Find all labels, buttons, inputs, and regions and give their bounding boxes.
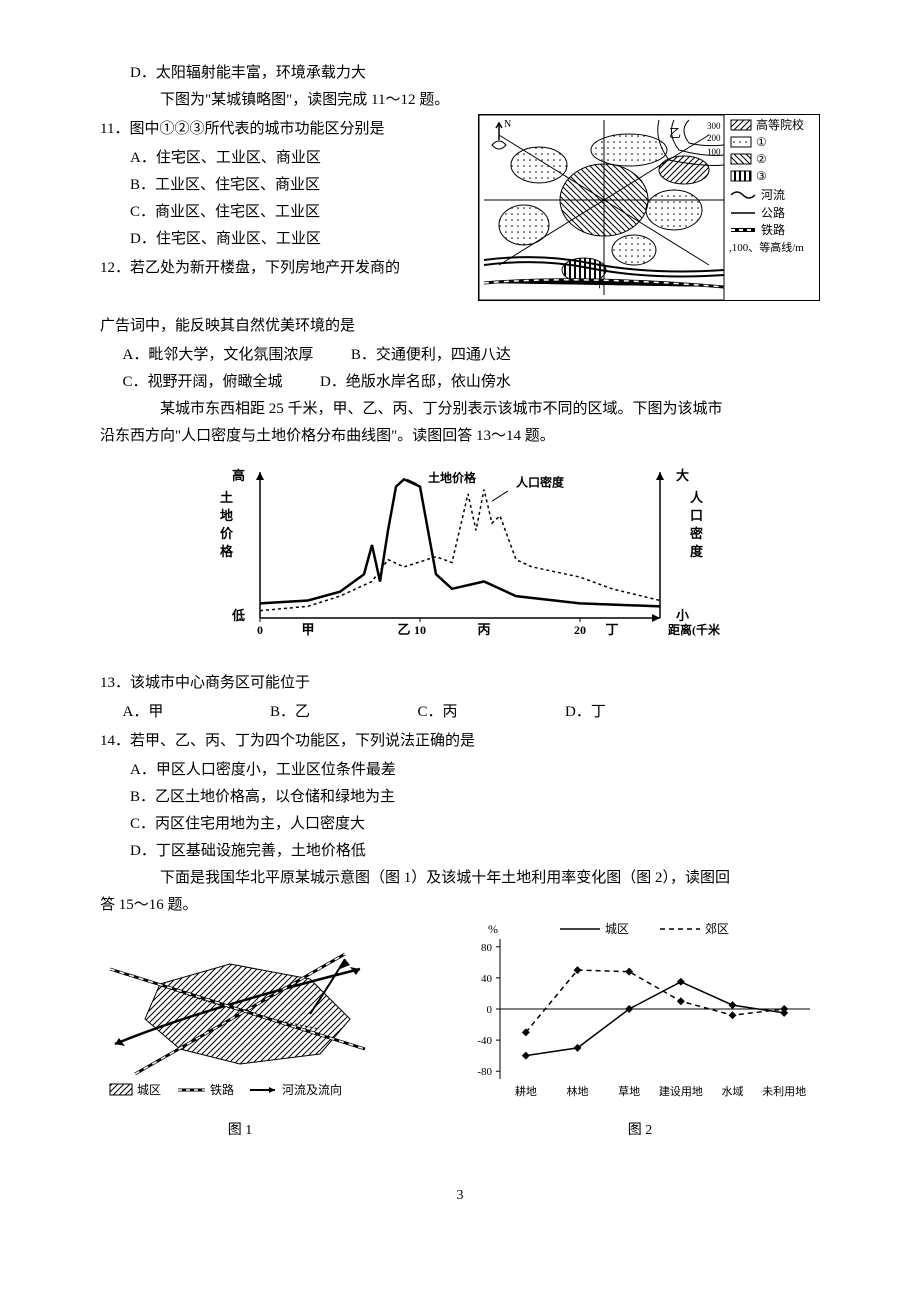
figure-1: 城区 铁路 河流及流向 图 1: [100, 934, 380, 1143]
page-number: 3: [100, 1183, 820, 1208]
svg-text:铁路: 铁路: [761, 222, 785, 237]
svg-text:大: 大: [676, 468, 689, 483]
svg-text:③: ③: [756, 169, 767, 183]
q13-option-a: A．甲: [123, 699, 233, 726]
svg-text:高: 高: [232, 468, 245, 483]
svg-text:40: 40: [481, 973, 493, 985]
passage-11-12: 下图为"某城镇略图"，读图完成 11～12 题。: [100, 87, 820, 114]
q12-stem-line1: 12．若乙处为新开楼盘，下列房地产开发商的: [100, 255, 466, 282]
figure2-svg: -80 -40 0 40 80% 耕地 林地 草地 建设用地 水域 未利用地 城区 郊区: [460, 919, 820, 1104]
marker-yi: 乙: [669, 126, 681, 140]
svg-text:0: 0: [487, 1004, 493, 1016]
svg-text:地: 地: [220, 508, 233, 523]
q11-option-a: A．住宅区、工业区、商业区: [100, 145, 466, 172]
svg-text:耕地: 耕地: [515, 1084, 537, 1098]
svg-text:公路: 公路: [761, 205, 785, 220]
svg-text:②: ②: [756, 152, 767, 166]
svg-text:价: 价: [220, 526, 234, 541]
svg-text:土: 土: [220, 490, 233, 505]
q13-option-d: D．丁: [565, 699, 675, 726]
svg-text:丙: 丙: [477, 622, 490, 637]
passage-15-16-line1: 下面是我国华北平原某城示意图（图 1）及该城十年土地利用率变化图（图 2），读图…: [100, 865, 820, 892]
svg-text:0: 0: [257, 623, 263, 637]
svg-text:200: 200: [707, 133, 721, 143]
passage-15-16-line2: 答 15～16 题。: [100, 892, 820, 919]
svg-text:距离(千米): 距离(千米): [668, 622, 720, 637]
q14-stem: 14．若甲、乙、丙、丁为四个功能区，下列说法正确的是: [100, 728, 820, 755]
q14-option-c: C．丙区住宅用地为主，人口密度大: [100, 811, 820, 838]
svg-text:10: 10: [414, 623, 426, 637]
chart-land-price-density: 01020甲乙丙丁距离(千米)高土地价格低大人口密度小土地价格人口密度: [100, 460, 820, 660]
svg-text:300: 300: [707, 121, 721, 131]
svg-text:度: 度: [690, 544, 704, 559]
q14-option-a: A．甲区人口密度小，工业区位条件最差: [100, 757, 820, 784]
q13-option-c: C．丙: [418, 699, 528, 726]
svg-text:密: 密: [689, 526, 703, 541]
svg-text:建设用地: 建设用地: [659, 1084, 703, 1098]
chart1-svg: 01020甲乙丙丁距离(千米)高土地价格低大人口密度小土地价格人口密度: [200, 460, 720, 650]
svg-text:林地: 林地: [567, 1084, 589, 1098]
town-map-svg: N 300 200 100 乙 甲: [478, 114, 820, 301]
svg-text:低: 低: [231, 608, 245, 623]
q14-option-b: B．乙区土地价格高，以仓储和绿地为主: [100, 784, 820, 811]
svg-text:N: N: [504, 119, 511, 130]
svg-text:-40: -40: [477, 1035, 492, 1047]
svg-text:格: 格: [220, 544, 234, 559]
svg-text:高等院校: 高等院校: [756, 117, 804, 132]
q11-option-b: B．工业区、住宅区、商业区: [100, 172, 466, 199]
figure-2: -80 -40 0 40 80% 耕地 林地 草地 建设用地 水域 未利用地 城区 郊区 图 2: [460, 919, 820, 1143]
svg-text:口: 口: [690, 508, 703, 523]
svg-text:%: %: [488, 922, 498, 936]
q13-stem: 13．该城市中心商务区可能位于: [100, 670, 820, 697]
svg-text:甲: 甲: [301, 622, 314, 637]
svg-text:铁路: 铁路: [210, 1082, 234, 1097]
q14-option-d: D．丁区基础设施完善，土地价格低: [100, 838, 820, 865]
figure2-label: 图 2: [460, 1118, 820, 1143]
prev-option-d: D．太阳辐射能丰富，环境承载力大: [100, 60, 820, 87]
svg-text:城区: 城区: [605, 922, 629, 936]
passage-13-14-line1: 某城市东西相距 25 千米，甲、乙、丙、丁分别表示该城市不同的区域。下图为该城市: [100, 396, 820, 423]
svg-text:小: 小: [676, 608, 689, 623]
figure1-svg: 城区 铁路 河流及流向: [100, 934, 380, 1104]
svg-text:河流及流向: 河流及流向: [282, 1082, 342, 1097]
svg-text:水域: 水域: [722, 1085, 744, 1098]
q12-option-b: B．交通便利，四通八达: [351, 342, 511, 369]
svg-text:河流: 河流: [761, 188, 785, 202]
svg-text:20: 20: [574, 623, 586, 637]
svg-text:乙: 乙: [397, 622, 410, 637]
town-map-figure: N 300 200 100 乙 甲: [478, 114, 820, 311]
q12-option-a: A．毗邻大学，文化氛围浓厚: [123, 342, 314, 369]
q12-option-c: C．视野开阔，俯瞰全城: [123, 369, 283, 396]
q12-stem-line2: 广告词中，能反映其自然优美环境的是: [100, 313, 820, 340]
svg-text:80: 80: [481, 942, 493, 954]
svg-text:城区: 城区: [137, 1083, 161, 1097]
q12-option-d: D．绝版水岸名邸，依山傍水: [320, 369, 511, 396]
q11-option-d: D．住宅区、商业区、工业区: [100, 226, 466, 253]
passage-13-14-line2: 沿东西方向"人口密度与土地价格分布曲线图"。读图回答 13～14 题。: [100, 423, 820, 450]
svg-text:未利用地: 未利用地: [762, 1085, 806, 1098]
figure1-label: 图 1: [100, 1118, 380, 1143]
svg-text:郊区: 郊区: [705, 922, 729, 936]
svg-text:人口密度: 人口密度: [516, 475, 565, 490]
svg-text:丁: 丁: [605, 622, 618, 637]
svg-text:100: 100: [707, 147, 721, 157]
map-legend: 高等院校 ① ② ③ 河流 公路 铁路 ,100、等高线/m: [729, 117, 804, 254]
q11-option-c: C．商业区、住宅区、工业区: [100, 199, 466, 226]
svg-text:①: ①: [756, 135, 767, 149]
svg-text:-80: -80: [477, 1066, 492, 1078]
q13-option-b: B．乙: [270, 699, 380, 726]
svg-text:,100、等高线/m: ,100、等高线/m: [729, 240, 804, 254]
svg-text:草地: 草地: [618, 1085, 640, 1098]
svg-text:人: 人: [690, 490, 704, 505]
svg-text:土地价格: 土地价格: [428, 470, 477, 485]
q11-block: 11．图中①②③所代表的城市功能区分别是 A．住宅区、工业区、商业区 B．工业区…: [100, 114, 466, 284]
q11-stem: 11．图中①②③所代表的城市功能区分别是: [100, 116, 466, 143]
